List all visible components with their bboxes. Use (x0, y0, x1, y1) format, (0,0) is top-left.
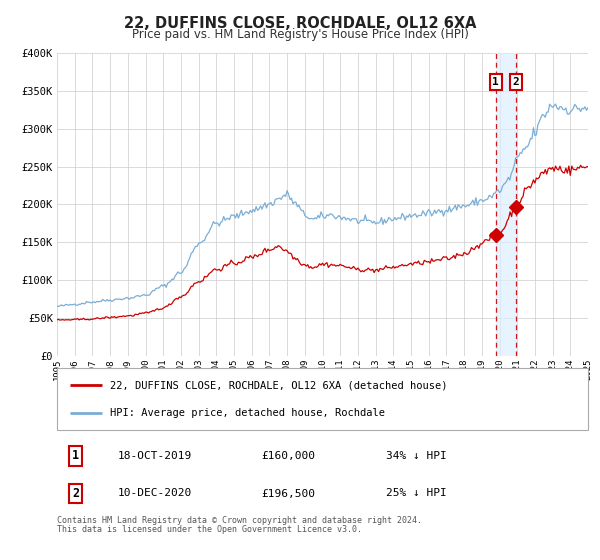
Text: £160,000: £160,000 (262, 451, 316, 461)
Bar (496, 53, 516, 356)
Text: 1: 1 (72, 449, 79, 462)
Text: 18-OCT-2019: 18-OCT-2019 (118, 451, 193, 461)
Text: This data is licensed under the Open Government Licence v3.0.: This data is licensed under the Open Gov… (57, 525, 362, 534)
FancyBboxPatch shape (57, 368, 588, 430)
Text: 25% ↓ HPI: 25% ↓ HPI (386, 488, 447, 498)
Text: Price paid vs. HM Land Registry's House Price Index (HPI): Price paid vs. HM Land Registry's House … (131, 28, 469, 41)
Text: 2: 2 (72, 487, 79, 500)
Text: HPI: Average price, detached house, Rochdale: HPI: Average price, detached house, Roch… (110, 408, 385, 418)
Text: 2: 2 (513, 77, 520, 87)
Text: 22, DUFFINS CLOSE, ROCHDALE, OL12 6XA (detached house): 22, DUFFINS CLOSE, ROCHDALE, OL12 6XA (d… (110, 380, 448, 390)
Text: 1: 1 (493, 77, 499, 87)
Text: 22, DUFFINS CLOSE, ROCHDALE, OL12 6XA: 22, DUFFINS CLOSE, ROCHDALE, OL12 6XA (124, 16, 476, 31)
Text: Contains HM Land Registry data © Crown copyright and database right 2024.: Contains HM Land Registry data © Crown c… (57, 516, 422, 525)
Text: £196,500: £196,500 (262, 488, 316, 498)
Text: 10-DEC-2020: 10-DEC-2020 (118, 488, 193, 498)
Text: 34% ↓ HPI: 34% ↓ HPI (386, 451, 447, 461)
